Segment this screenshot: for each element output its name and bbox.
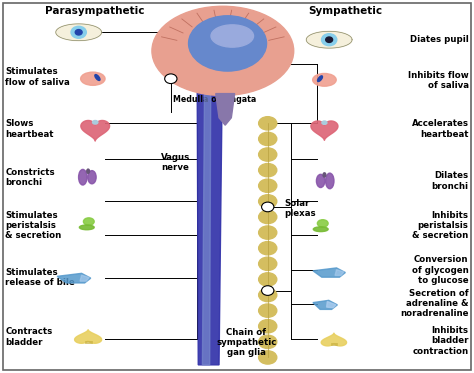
Polygon shape	[81, 120, 109, 141]
Polygon shape	[216, 94, 235, 125]
Ellipse shape	[81, 72, 105, 85]
Text: Constricts
bronchi: Constricts bronchi	[5, 167, 55, 187]
Polygon shape	[202, 90, 211, 365]
Ellipse shape	[323, 173, 326, 177]
Ellipse shape	[88, 170, 96, 184]
Ellipse shape	[321, 34, 337, 46]
Ellipse shape	[79, 169, 87, 185]
Ellipse shape	[259, 242, 277, 255]
Ellipse shape	[259, 320, 277, 333]
Polygon shape	[327, 301, 336, 308]
Ellipse shape	[259, 288, 277, 302]
Ellipse shape	[259, 163, 277, 177]
Text: Parasympathetic: Parasympathetic	[46, 6, 145, 16]
Text: Contracts
bladder: Contracts bladder	[5, 327, 53, 347]
Polygon shape	[74, 330, 101, 343]
Ellipse shape	[326, 37, 333, 43]
Ellipse shape	[313, 73, 336, 86]
Circle shape	[164, 74, 177, 84]
Ellipse shape	[211, 25, 254, 47]
Circle shape	[262, 202, 274, 212]
Circle shape	[262, 286, 274, 295]
Polygon shape	[197, 90, 222, 365]
Ellipse shape	[259, 195, 277, 208]
Ellipse shape	[318, 220, 328, 227]
Text: Diates pupil: Diates pupil	[410, 35, 469, 44]
Ellipse shape	[259, 335, 277, 348]
Polygon shape	[56, 24, 101, 41]
Ellipse shape	[71, 26, 86, 38]
Ellipse shape	[75, 29, 82, 35]
Text: Ganglion: Ganglion	[187, 80, 227, 89]
Text: Accelerates
heartbeat: Accelerates heartbeat	[411, 119, 469, 139]
Polygon shape	[311, 121, 338, 140]
Text: Secretion of
adrenaline &
noradrenaline: Secretion of adrenaline & noradrenaline	[400, 289, 469, 319]
Ellipse shape	[83, 218, 94, 225]
Ellipse shape	[259, 179, 277, 192]
Text: Medulla oblongata: Medulla oblongata	[173, 95, 256, 104]
Text: Inhibits
bladder
contraction: Inhibits bladder contraction	[412, 326, 469, 355]
Ellipse shape	[259, 257, 277, 270]
Text: Sympathetic: Sympathetic	[309, 6, 383, 16]
Ellipse shape	[318, 76, 322, 82]
Ellipse shape	[313, 227, 328, 232]
Ellipse shape	[259, 210, 277, 224]
Ellipse shape	[259, 117, 277, 130]
Text: Solar
plexas: Solar plexas	[284, 199, 316, 219]
Text: Dilates
bronchi: Dilates bronchi	[432, 171, 469, 191]
Polygon shape	[313, 268, 346, 277]
Polygon shape	[57, 273, 91, 283]
Polygon shape	[306, 31, 352, 48]
Ellipse shape	[259, 273, 277, 286]
Text: Stimulates
release of bile: Stimulates release of bile	[5, 268, 75, 287]
Ellipse shape	[259, 351, 277, 364]
Ellipse shape	[326, 173, 334, 189]
Ellipse shape	[317, 174, 325, 188]
Ellipse shape	[259, 148, 277, 161]
Text: Inhibits flow
of saliva: Inhibits flow of saliva	[408, 71, 469, 90]
Ellipse shape	[189, 16, 266, 71]
Text: Stimulates
peristalsis
& secretion: Stimulates peristalsis & secretion	[5, 211, 62, 241]
Polygon shape	[321, 333, 346, 346]
Text: Inhibits
peristalsis
& secretion: Inhibits peristalsis & secretion	[412, 211, 469, 241]
Text: Conversion
of glycogen
to glucose: Conversion of glycogen to glucose	[412, 255, 469, 285]
Text: Vagus
nerve: Vagus nerve	[161, 153, 190, 172]
Ellipse shape	[259, 132, 277, 145]
Text: Stimulates
flow of saliva: Stimulates flow of saliva	[5, 67, 70, 87]
Polygon shape	[80, 275, 89, 281]
Ellipse shape	[259, 304, 277, 317]
Ellipse shape	[92, 120, 98, 124]
Polygon shape	[335, 270, 344, 275]
Text: Slows
heartbeat: Slows heartbeat	[5, 119, 54, 139]
Polygon shape	[313, 300, 337, 309]
Ellipse shape	[259, 226, 277, 239]
Text: Chain of
sympathetic
gan glia: Chain of sympathetic gan glia	[216, 327, 277, 357]
Ellipse shape	[87, 169, 90, 173]
Ellipse shape	[322, 121, 327, 124]
Ellipse shape	[79, 225, 94, 230]
Ellipse shape	[152, 6, 294, 95]
Ellipse shape	[95, 75, 100, 81]
